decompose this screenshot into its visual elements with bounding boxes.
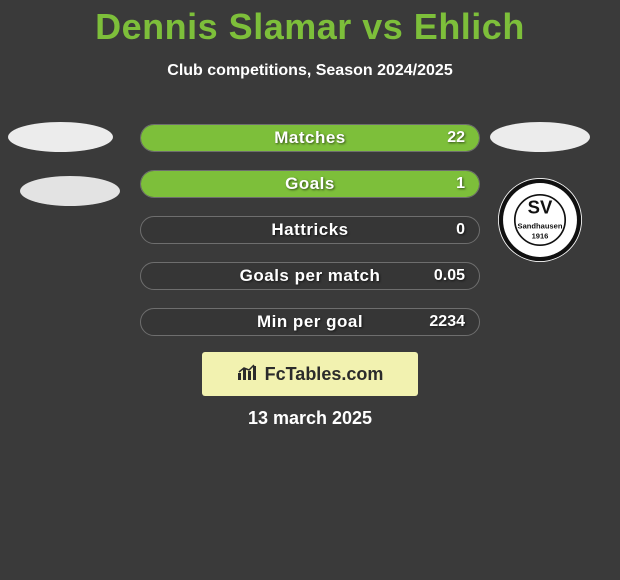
bar-chart-icon: [237, 363, 259, 386]
bar-value: 22: [447, 125, 465, 151]
svg-text:Sandhausen: Sandhausen: [518, 221, 563, 230]
stats-bars: Matches 22 Goals 1 Hattricks 0 Goals per…: [140, 124, 480, 354]
bar-label: Hattricks: [141, 217, 479, 243]
bar-label: Goals per match: [141, 263, 479, 289]
svg-text:1916: 1916: [532, 231, 549, 240]
bar-value: 1: [456, 171, 465, 197]
watermark-text: FcTables.com: [265, 364, 384, 385]
page-title: Dennis Slamar vs Ehlich: [0, 0, 620, 48]
left-ellipse-2: [20, 176, 120, 206]
bar-row-min-per-goal: Min per goal 2234: [140, 308, 480, 336]
bar-row-matches: Matches 22: [140, 124, 480, 152]
svg-text:SV: SV: [528, 196, 553, 217]
bar-value: 0: [456, 217, 465, 243]
bar-label: Matches: [141, 125, 479, 151]
club-logo-sandhausen: SV Sandhausen 1916: [498, 178, 582, 262]
bar-value: 2234: [429, 309, 465, 335]
page-subtitle: Club competitions, Season 2024/2025: [0, 62, 620, 80]
bar-row-goals-per-match: Goals per match 0.05: [140, 262, 480, 290]
right-ellipse-1: [490, 122, 590, 152]
bar-row-goals: Goals 1: [140, 170, 480, 198]
left-ellipse-1: [8, 122, 113, 152]
bar-row-hattricks: Hattricks 0: [140, 216, 480, 244]
bar-label: Goals: [141, 171, 479, 197]
comparison-date: 13 march 2025: [0, 408, 620, 429]
watermark-fctables: FcTables.com: [202, 352, 418, 396]
shield-icon: SV Sandhausen 1916: [498, 178, 582, 262]
bar-value: 0.05: [434, 263, 465, 289]
